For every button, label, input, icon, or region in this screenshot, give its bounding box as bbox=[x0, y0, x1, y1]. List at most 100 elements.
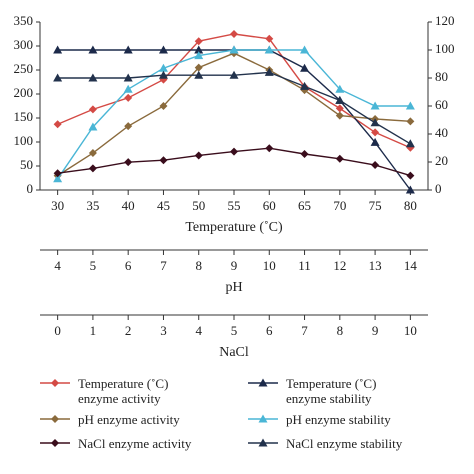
marker bbox=[53, 73, 63, 82]
marker bbox=[53, 169, 62, 178]
x3-tick-label: 7 bbox=[301, 323, 308, 338]
marker bbox=[158, 70, 168, 79]
y-tick-label: 50 bbox=[20, 157, 33, 172]
marker bbox=[265, 144, 274, 153]
marker bbox=[88, 164, 97, 173]
x-tick-label: 55 bbox=[228, 198, 241, 213]
marker bbox=[194, 63, 203, 72]
legend-marker bbox=[258, 438, 268, 447]
y2-tick-label: 20 bbox=[435, 153, 448, 168]
marker bbox=[371, 128, 380, 137]
marker bbox=[371, 161, 380, 170]
marker bbox=[194, 37, 203, 46]
marker bbox=[370, 118, 380, 127]
x3-tick-label: 6 bbox=[266, 323, 273, 338]
x-tick-label: 40 bbox=[122, 198, 135, 213]
marker bbox=[300, 150, 309, 158]
y-tick-label: 300 bbox=[14, 37, 34, 52]
x3-tick-label: 3 bbox=[160, 323, 167, 338]
y2-tick-label: 60 bbox=[435, 97, 448, 112]
x2-tick-label: 13 bbox=[369, 258, 382, 273]
x-tick-label: 45 bbox=[157, 198, 170, 213]
legend-marker bbox=[51, 379, 59, 387]
x2-tick-label: 5 bbox=[90, 258, 97, 273]
marker bbox=[265, 34, 274, 43]
x2-tick-label: 14 bbox=[404, 258, 418, 273]
marker bbox=[335, 84, 345, 93]
marker bbox=[230, 30, 238, 38]
x-tick-label: 70 bbox=[333, 198, 346, 213]
x-tick-label: 75 bbox=[369, 198, 382, 213]
marker bbox=[335, 104, 344, 113]
marker bbox=[300, 63, 310, 72]
y-tick-label: 0 bbox=[27, 181, 34, 196]
marker bbox=[88, 105, 97, 114]
marker bbox=[159, 156, 168, 165]
marker bbox=[53, 174, 63, 183]
x2-tick-label: 7 bbox=[160, 258, 167, 273]
marker bbox=[124, 122, 133, 131]
x3-tick-label: 4 bbox=[195, 323, 202, 338]
legend-marker bbox=[258, 378, 268, 387]
marker bbox=[370, 101, 380, 110]
legend-label: Temperature (˚C) enzyme activity bbox=[78, 376, 169, 406]
x-tick-label: 60 bbox=[263, 198, 276, 213]
marker bbox=[230, 147, 238, 156]
x-tick-label: 80 bbox=[404, 198, 417, 213]
x2-tick-label: 10 bbox=[263, 258, 276, 273]
x3-tick-label: 2 bbox=[125, 323, 132, 338]
x2-tick-label: 12 bbox=[333, 258, 346, 273]
y-tick-label: 200 bbox=[14, 85, 34, 100]
marker bbox=[335, 95, 345, 104]
legend-label: pH enzyme stability bbox=[286, 412, 391, 427]
y-tick-label: 100 bbox=[14, 133, 34, 148]
x2-tick-label: 9 bbox=[231, 258, 238, 273]
marker bbox=[264, 45, 274, 54]
marker bbox=[158, 45, 168, 54]
x3-tick-label: 9 bbox=[372, 323, 379, 338]
marker bbox=[88, 122, 98, 131]
marker bbox=[194, 45, 204, 54]
x3-tick-label: 0 bbox=[54, 323, 61, 338]
marker bbox=[370, 137, 380, 146]
marker bbox=[123, 45, 133, 54]
x2-tick-label: 8 bbox=[195, 258, 202, 273]
x3-tick-label: 1 bbox=[90, 323, 97, 338]
marker bbox=[194, 51, 204, 60]
legend-label: pH enzyme activity bbox=[78, 412, 180, 427]
y-tick-label: 350 bbox=[14, 13, 34, 28]
marker bbox=[335, 111, 344, 120]
marker bbox=[159, 102, 168, 110]
marker bbox=[229, 70, 239, 79]
marker bbox=[88, 149, 97, 158]
marker bbox=[300, 45, 310, 54]
marker bbox=[229, 45, 239, 54]
marker bbox=[123, 84, 133, 93]
marker bbox=[158, 63, 168, 72]
marker bbox=[405, 101, 415, 110]
marker bbox=[88, 73, 98, 82]
marker bbox=[124, 158, 133, 167]
x3-tick-label: 5 bbox=[231, 323, 238, 338]
marker bbox=[53, 45, 63, 54]
y2-tick-label: 80 bbox=[435, 69, 448, 84]
y2-tick-label: 100 bbox=[435, 41, 455, 56]
legend-label: NaCl enzyme stability bbox=[286, 436, 403, 451]
marker bbox=[123, 73, 133, 82]
x2-tick-label: 6 bbox=[125, 258, 132, 273]
x3-axis-title: NaCl bbox=[219, 345, 249, 360]
x2-tick-label: 4 bbox=[54, 258, 61, 273]
y-tick-label: 150 bbox=[14, 109, 34, 124]
marker bbox=[194, 70, 204, 79]
series-line bbox=[57, 49, 411, 180]
legend-marker bbox=[51, 439, 59, 447]
marker bbox=[300, 81, 310, 90]
y-tick-label: 250 bbox=[14, 61, 34, 76]
marker bbox=[88, 45, 98, 54]
legend-marker bbox=[258, 414, 268, 423]
x3-tick-label: 8 bbox=[337, 323, 344, 338]
marker bbox=[405, 185, 415, 194]
x3-tick-label: 10 bbox=[404, 323, 417, 338]
